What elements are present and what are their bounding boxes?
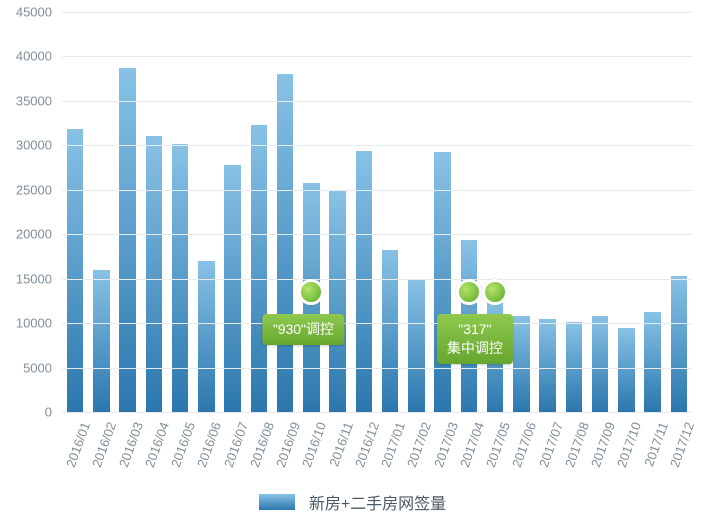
xtick-label: 2017/10 [614, 420, 644, 469]
xtick-label: 2017/06 [509, 420, 539, 469]
ytick-label: 5000 [0, 360, 52, 375]
bar [198, 261, 214, 412]
xtick-label: 2017/11 [641, 420, 671, 468]
xtick-label: 2016/02 [89, 420, 119, 469]
bar [434, 152, 450, 412]
gridline [62, 190, 692, 191]
gridline [62, 279, 692, 280]
bar [513, 316, 529, 412]
ytick-label: 20000 [0, 227, 52, 242]
bar [644, 312, 660, 412]
gridline [62, 56, 692, 57]
bar [303, 183, 319, 412]
ytick-label: 40000 [0, 49, 52, 64]
bar [618, 328, 634, 412]
bar [408, 280, 424, 412]
xtick-label: 2016/10 [299, 420, 329, 469]
bar [146, 136, 162, 412]
legend: 新房+二手房网签量 [0, 490, 705, 515]
ytick-label: 0 [0, 405, 52, 420]
xtick-label: 2017/12 [667, 420, 697, 469]
bar [119, 68, 135, 412]
bar [671, 276, 687, 412]
bar [251, 125, 267, 412]
bar [592, 316, 608, 412]
bar [487, 300, 503, 412]
bar [461, 240, 477, 412]
bar [67, 129, 83, 412]
legend-swatch [259, 494, 295, 510]
ytick-label: 15000 [0, 271, 52, 286]
bar [329, 191, 345, 412]
gridline [62, 234, 692, 235]
ytick-label: 35000 [0, 93, 52, 108]
gridline [62, 368, 692, 369]
plot-area [62, 12, 692, 412]
xtick-label: 2017/02 [404, 420, 434, 469]
bar [277, 74, 293, 412]
bar [382, 250, 398, 412]
xtick-label: 2016/11 [326, 420, 356, 468]
ytick-label: 10000 [0, 316, 52, 331]
xtick-label: 2016/03 [116, 420, 146, 469]
bar [224, 165, 240, 412]
legend-label: 新房+二手房网签量 [309, 490, 446, 514]
ytick-label: 25000 [0, 182, 52, 197]
bar [93, 270, 109, 412]
xtick-label: 2016/07 [221, 420, 251, 469]
gridline [62, 145, 692, 146]
ytick-label: 45000 [0, 5, 52, 20]
xtick-label: 2017/03 [431, 420, 461, 469]
gridline [62, 12, 692, 13]
gridline [62, 101, 692, 102]
ytick-label: 30000 [0, 138, 52, 153]
gridline [62, 412, 692, 413]
bar-chart: 0 5000 10000 15000 20000 25000 30000 35000 40000… [0, 0, 705, 515]
xtick-label: 2017/07 [536, 420, 566, 469]
bar [539, 319, 555, 412]
gridline [62, 323, 692, 324]
xtick-label: 2016/06 [194, 420, 224, 469]
bars [62, 12, 692, 412]
